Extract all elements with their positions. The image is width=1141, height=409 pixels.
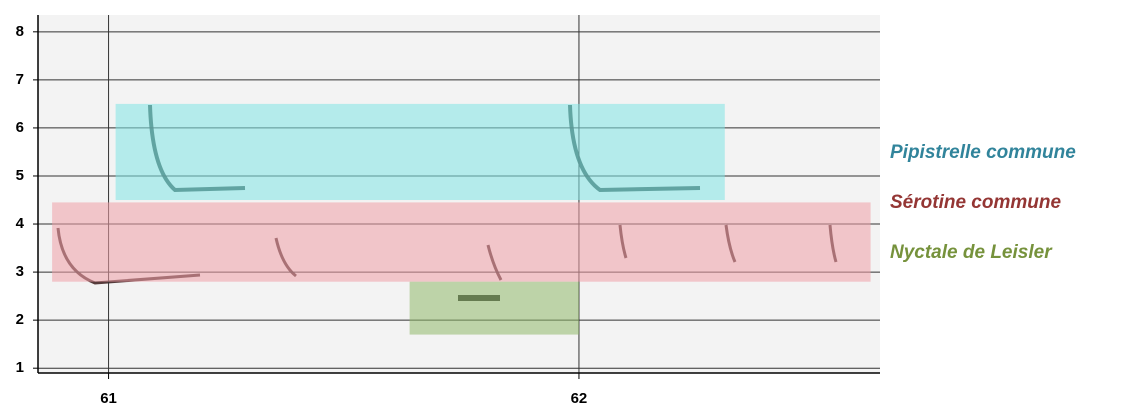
band: [409, 281, 579, 335]
y-tick-label: 3: [16, 263, 24, 280]
y-tick-label: 8: [16, 23, 24, 40]
x-tick-label: 61: [100, 390, 117, 407]
y-tick-label: 6: [16, 119, 24, 136]
legend-label: Sérotine commune: [890, 192, 1061, 213]
y-tick-label: 5: [16, 167, 24, 184]
legend-label: Nyctale de Leisler: [890, 242, 1053, 263]
y-tick-label: 7: [16, 71, 24, 88]
band: [115, 103, 725, 201]
x-tick-label: 62: [571, 390, 588, 407]
y-tick-label: 4: [16, 215, 25, 232]
bands: [52, 103, 871, 335]
y-tick-label: 2: [16, 311, 24, 328]
band: [52, 202, 871, 282]
legend-label: Pipistrelle commune: [890, 142, 1076, 163]
y-tick-label: 1: [16, 359, 24, 376]
